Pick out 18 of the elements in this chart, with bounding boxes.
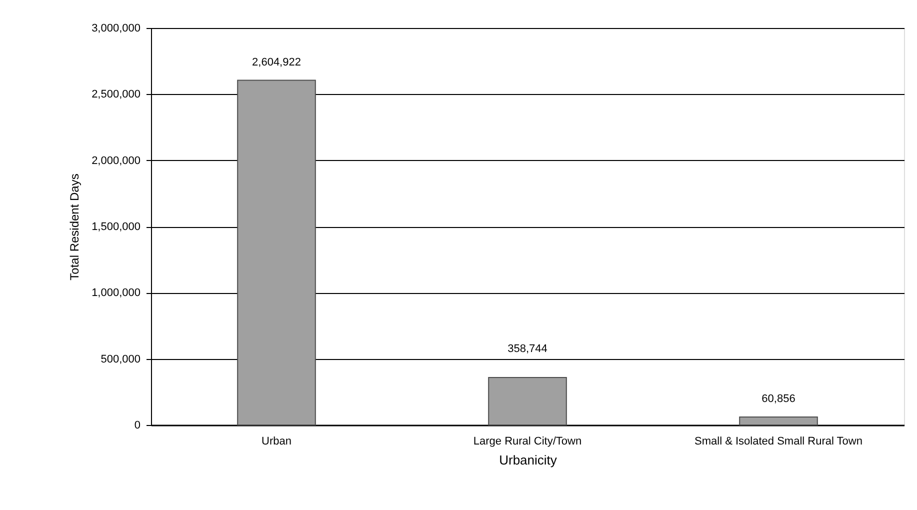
- y-tick-label: 2,000,000: [92, 154, 140, 167]
- y-tick-label: 1,000,000: [92, 287, 140, 300]
- bar: [739, 416, 818, 426]
- y-tick-label: 500,000: [100, 353, 140, 366]
- data-label: 2,604,922: [252, 56, 301, 68]
- x-axis-title: Urbanicity: [499, 452, 558, 468]
- x-tick-label: Urban: [262, 436, 292, 448]
- x-tick-label: Small & Isolated Small Rural Town: [694, 436, 862, 448]
- bar: [488, 377, 567, 426]
- bar: [237, 80, 316, 426]
- y-axis-title: Total Resident Days: [68, 174, 82, 280]
- y-tick-label: 0: [134, 420, 140, 432]
- x-tick-label: Large Rural City/Town: [473, 436, 582, 448]
- y-tick-label: 3,000,000: [92, 22, 140, 34]
- y-tick-label: 1,500,000: [92, 221, 140, 233]
- data-label: 60,856: [762, 392, 796, 405]
- data-label: 358,744: [508, 342, 548, 355]
- y-tick-label: 2,500,000: [92, 88, 140, 101]
